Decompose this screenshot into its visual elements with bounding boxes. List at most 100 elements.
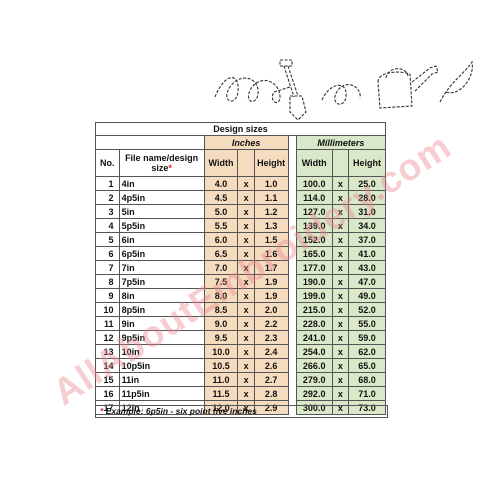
row-file-name: 5p5in	[118, 218, 205, 233]
row-height-mm: 34.0	[348, 218, 386, 233]
row-height-in: 2.0	[253, 302, 289, 317]
table-row: 17 12in 12.0 x 2.9 300.0 x 73.0	[95, 400, 386, 415]
row-sep-in: x	[237, 218, 255, 233]
row-file-name: 8p5in	[118, 302, 205, 317]
row-width-in: 11.5	[203, 386, 239, 401]
row-height-in: 1.5	[253, 232, 289, 247]
row-file-name: 7in	[118, 260, 205, 275]
table-row: 15 11in 11.0 x 2.7 279.0 x 68.0	[95, 372, 386, 387]
row-sep-mm: x	[331, 316, 350, 331]
row-width-in: 6.5	[203, 246, 239, 261]
row-height-in: 1.6	[253, 246, 289, 261]
row-sep-mm: x	[331, 190, 350, 205]
row-height-mm: 43.0	[348, 260, 386, 275]
row-sep-mm: x	[331, 274, 350, 289]
row-sep-mm: x	[331, 288, 350, 303]
row-height-mm: 41.0	[348, 246, 386, 261]
row-file-name: 6p5in	[118, 246, 205, 261]
table-row: 1 4in 4.0 x 1.0 100.0 x 25.0	[95, 176, 386, 191]
footnote-mark: *	[100, 406, 104, 416]
row-width-mm: 199.0	[295, 288, 333, 303]
row-sep-mm: x	[331, 344, 350, 359]
table-row: 11 9in 9.0 x 2.2 228.0 x 55.0	[95, 316, 386, 331]
row-height-in: 1.0	[253, 176, 289, 191]
row-file-name: 9in	[118, 316, 205, 331]
table-row: 7 7in 7.0 x 1.7 177.0 x 43.0	[95, 260, 386, 275]
row-height-in: 1.3	[253, 218, 289, 233]
row-sep-in: x	[237, 400, 255, 415]
row-width-in: 10.5	[203, 358, 239, 373]
row-number: 13	[95, 344, 120, 359]
row-width-in: 7.0	[203, 260, 239, 275]
row-file-name: 11in	[118, 372, 205, 387]
row-width-in: 7.5	[203, 274, 239, 289]
row-sep-in: x	[237, 372, 255, 387]
table-row: 16 11p5in 11.5 x 2.8 292.0 x 71.0	[95, 386, 386, 401]
row-height-in: 1.2	[253, 204, 289, 219]
footnote-text: Example: 6p5in - six point five inches	[105, 406, 257, 416]
row-file-name: 8in	[118, 288, 205, 303]
row-number: 2	[95, 190, 120, 205]
row-sep-mm: x	[331, 330, 350, 345]
row-width-mm: 114.0	[295, 190, 333, 205]
shovel-icon	[279, 59, 307, 121]
row-width-in: 9.0	[203, 316, 239, 331]
row-width-in: 4.0	[203, 176, 239, 191]
row-width-in: 11.0	[203, 372, 239, 387]
row-height-in: 2.2	[253, 316, 289, 331]
row-sep-mm: x	[331, 400, 350, 415]
row-sep-mm: x	[331, 232, 350, 247]
col-header-name: File name/design size*	[118, 149, 205, 177]
row-height-in: 2.3	[253, 330, 289, 345]
row-height-in: 2.9	[253, 400, 289, 415]
row-width-mm: 241.0	[295, 330, 333, 345]
row-width-mm: 228.0	[295, 316, 333, 331]
table-row: 6 6p5in 6.5 x 1.6 165.0 x 41.0	[95, 246, 386, 261]
row-height-in: 2.6	[253, 358, 289, 373]
loop-border-line-3	[439, 60, 473, 103]
row-number: 10	[95, 302, 120, 317]
table-row: 5 6in 6.0 x 1.5 152.0 x 37.0	[95, 232, 386, 247]
row-height-mm: 62.0	[348, 344, 386, 359]
row-file-name: 11p5in	[118, 386, 205, 401]
row-width-mm: 127.0	[295, 204, 333, 219]
row-number: 11	[95, 316, 120, 331]
row-width-in: 5.5	[203, 218, 239, 233]
row-height-mm: 73.0	[348, 400, 386, 415]
row-height-in: 1.1	[253, 190, 289, 205]
row-width-mm: 215.0	[295, 302, 333, 317]
row-file-name: 10p5in	[118, 358, 205, 373]
row-height-mm: 65.0	[348, 358, 386, 373]
row-width-in: 4.5	[203, 190, 239, 205]
row-sep-mm: x	[331, 372, 350, 387]
row-sep-mm: x	[331, 218, 350, 233]
row-number: 8	[95, 274, 120, 289]
row-sep-in: x	[237, 330, 255, 345]
row-number: 12	[95, 330, 120, 345]
row-sep-in: x	[237, 176, 255, 191]
row-height-mm: 31.0	[348, 204, 386, 219]
footnote-mark: *	[168, 163, 172, 173]
row-number: 1	[95, 176, 120, 191]
row-height-mm: 28.0	[348, 190, 386, 205]
row-file-name: 9p5in	[118, 330, 205, 345]
row-height-mm: 55.0	[348, 316, 386, 331]
row-height-mm: 25.0	[348, 176, 386, 191]
inches-group-header: Inches	[203, 135, 289, 150]
row-height-in: 2.8	[253, 386, 289, 401]
loop-border-line	[214, 77, 291, 103]
row-sep-in: x	[237, 246, 255, 261]
table-row: 9 8in 8.0 x 1.9 199.0 x 49.0	[95, 288, 386, 303]
row-height-in: 1.7	[253, 260, 289, 275]
millimeters-group-header: Millimeters	[295, 135, 387, 150]
row-height-in: 1.9	[253, 274, 289, 289]
row-width-mm: 279.0	[295, 372, 333, 387]
row-width-mm: 266.0	[295, 358, 333, 373]
row-sep-in: x	[237, 288, 255, 303]
row-sep-in: x	[237, 204, 255, 219]
row-width-mm: 100.0	[295, 176, 333, 191]
row-sep-in: x	[237, 232, 255, 247]
table-row: 10 8p5in 8.5 x 2.0 215.0 x 52.0	[95, 302, 386, 317]
row-number: 5	[95, 232, 120, 247]
